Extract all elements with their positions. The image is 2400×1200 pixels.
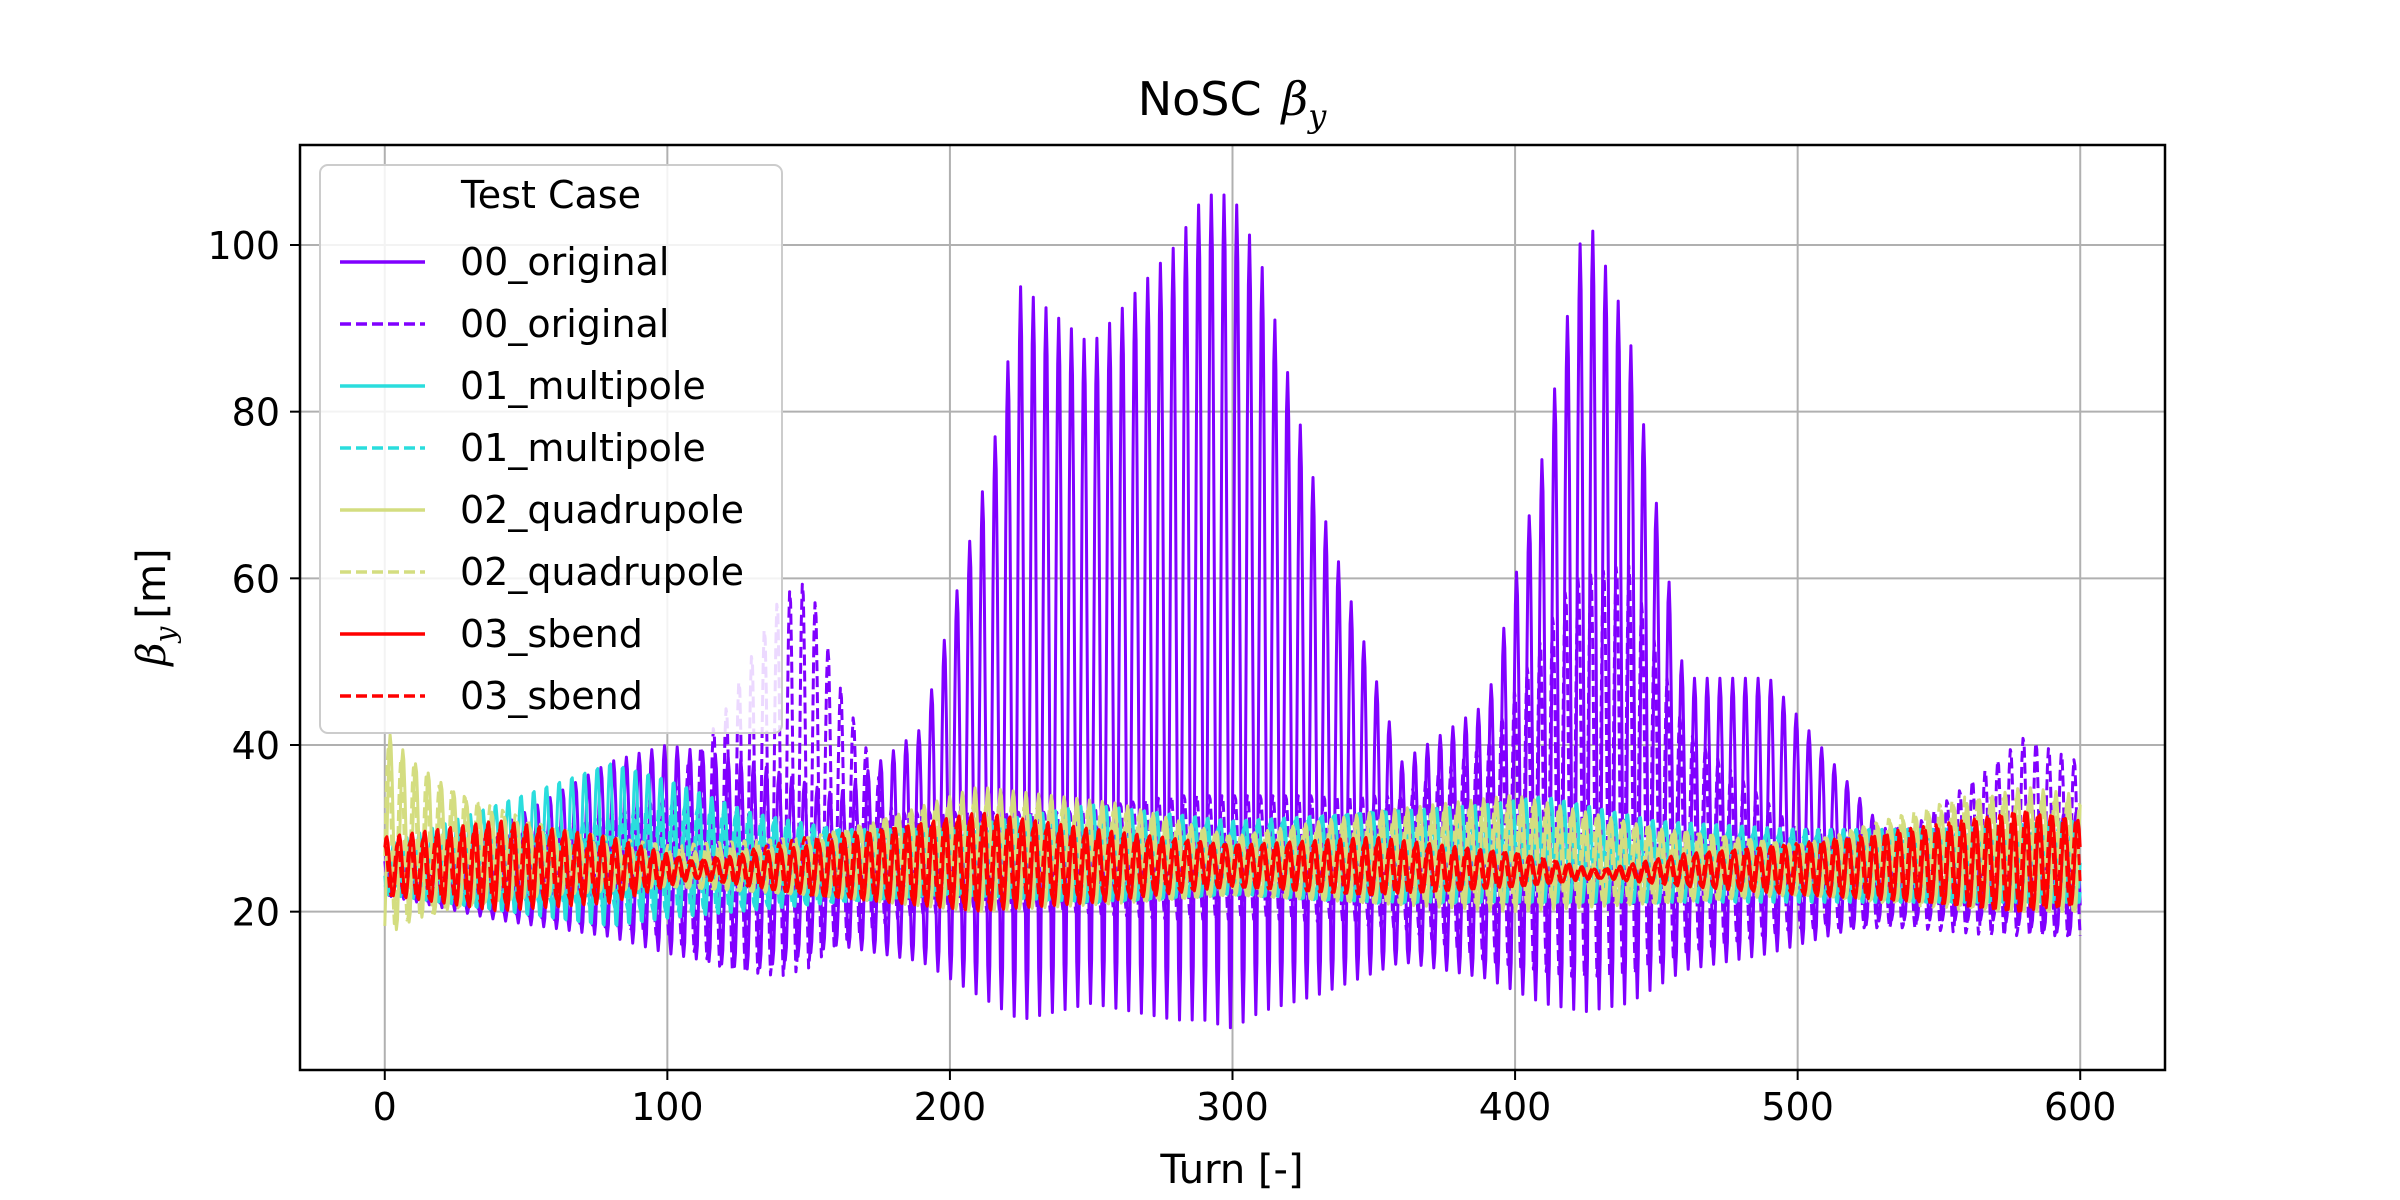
- legend-label: 00_original: [460, 240, 669, 284]
- y-axis-label-symbol: β: [129, 642, 175, 667]
- y-axis-label-unit: [m]: [129, 548, 175, 618]
- x-tick-label: 400: [1479, 1085, 1552, 1129]
- legend: Test Case 00_original 00_original 01_multi…: [319, 164, 783, 734]
- x-tick-label: 200: [914, 1085, 987, 1129]
- legend-label: 02_quadrupole: [460, 550, 744, 594]
- x-tick-label: 0: [373, 1085, 397, 1129]
- series-line-03_sbend-dashed: [383, 810, 2082, 913]
- y-tick-label: 20: [232, 891, 280, 935]
- legend-label: 03_sbend: [460, 612, 643, 656]
- x-tick-label: 300: [1196, 1085, 1269, 1129]
- chart-title-subscript: y: [1306, 97, 1327, 135]
- x-tick-label: 600: [2044, 1085, 2117, 1129]
- legend-label: 02_quadrupole: [460, 488, 744, 532]
- x-tick-label: 100: [631, 1085, 704, 1129]
- x-tick-label: 500: [1761, 1085, 1834, 1129]
- y-tick-label: 100: [207, 224, 280, 268]
- legend-title: Test Case: [460, 173, 641, 217]
- chart-title: NoSC βy: [1138, 72, 1327, 135]
- legend-label: 00_original: [460, 302, 669, 346]
- legend-label: 01_multipole: [460, 364, 706, 408]
- y-axis-label-subscript: y: [149, 625, 182, 644]
- y-tick-label: 80: [232, 391, 280, 435]
- y-axis-label: βy [m]: [129, 548, 182, 667]
- tick-marks: 0 100 200 300 400 500 600 20 40 60 80 100: [207, 224, 2116, 1129]
- legend-box: [319, 164, 783, 734]
- y-tick-label: 60: [232, 557, 280, 601]
- x-axis-label: Turn [-]: [1159, 1147, 1303, 1193]
- legend-label: 01_multipole: [460, 426, 706, 470]
- y-tick-label: 40: [232, 724, 280, 768]
- series-group: [383, 193, 2082, 1030]
- chart-title-symbol: β: [1280, 72, 1309, 126]
- legend-label: 03_sbend: [460, 674, 643, 718]
- chart-title-prefix: NoSC: [1138, 72, 1262, 126]
- legend-items: 00_original 00_original 01_multipole 01_mul…: [340, 240, 744, 718]
- series-line-01_multipole-dashed: [383, 802, 2082, 913]
